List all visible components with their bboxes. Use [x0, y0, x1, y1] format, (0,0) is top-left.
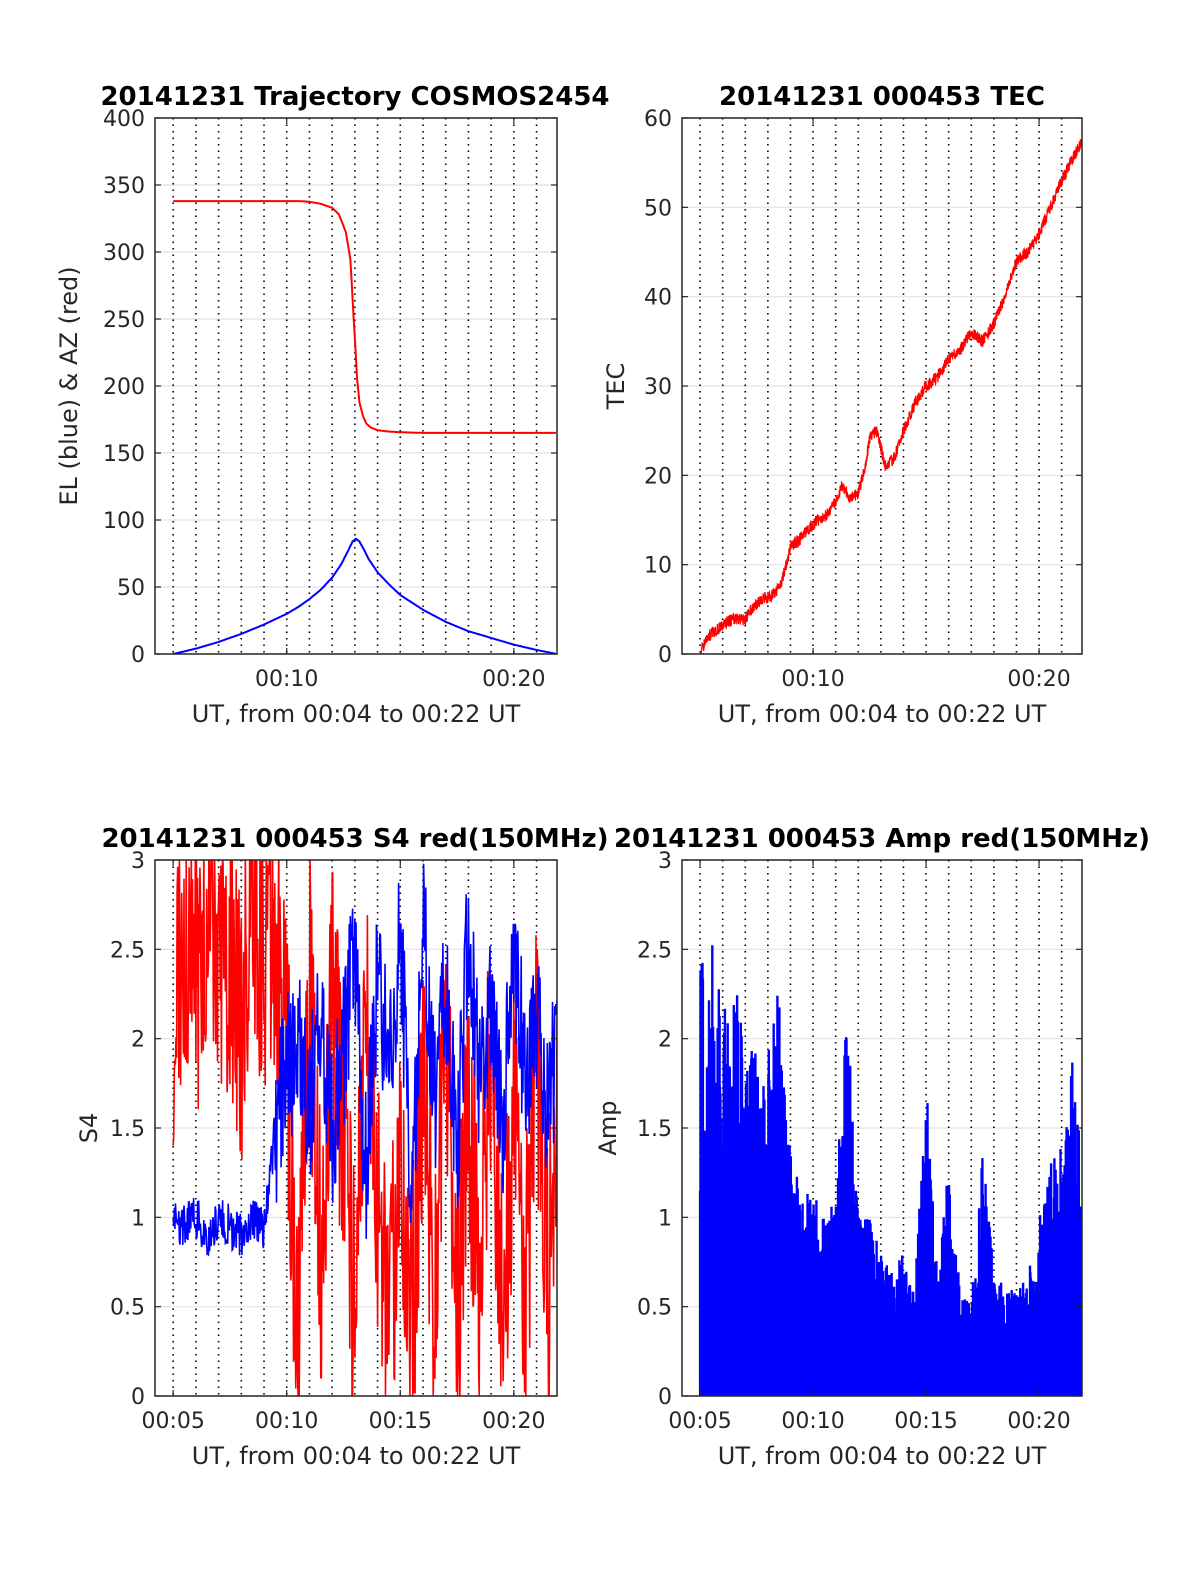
series-group [172, 200, 557, 654]
y-tick-label: 150 [103, 442, 145, 467]
y-tick-label: 50 [644, 196, 672, 221]
y-tick-label: 200 [103, 375, 145, 400]
chart-title: 20141231 000453 TEC [719, 82, 1045, 112]
chart-title: 20141231 Trajectory COSMOS2454 [100, 82, 609, 112]
y-tick-label: 3 [658, 849, 672, 874]
y-tick-label: 1 [658, 1206, 672, 1231]
chart-title: 20141231 000453 Amp red(150MHz) [614, 824, 1150, 854]
y-tick-label: 1 [131, 1206, 145, 1231]
y-tick-label: 2 [658, 1028, 672, 1053]
series-line-s4-blue [172, 863, 557, 1257]
x-tick-label: 00:05 [668, 1409, 731, 1434]
y-axis-label: S4 [75, 1113, 103, 1144]
y-tick-label: 2.5 [637, 938, 672, 963]
chart-panel-4: 0 0.5 1 1.5 2 2.5 3 00:05 00:10 00:15 00:20 2014123… [594, 824, 1150, 1470]
x-tick-label: 00:10 [255, 1409, 318, 1434]
chart-panel-3: 0 0.5 1 1.5 2 2.5 3 00:05 00:10 00:15 00:20 2014123… [75, 824, 609, 1470]
y-tick-label: 30 [644, 375, 672, 400]
y-tick-label: 250 [103, 308, 145, 333]
chart-panel-1: 0 50 100 150 200 250 300 350 400 00:10 00:20 201412… [55, 82, 610, 728]
x-axis-label: UT, from 00:04 to 00:22 UT [192, 700, 521, 728]
series-group [700, 139, 1082, 654]
y-axis-label: TEC [602, 363, 630, 411]
series-group [172, 860, 557, 1396]
x-tick-label: 00:20 [482, 1409, 545, 1434]
y-tick-label: 1.5 [110, 1117, 145, 1142]
series-line-tec [700, 139, 1082, 654]
y-axis-label: Amp [594, 1100, 622, 1155]
y-tick-label: 10 [644, 554, 672, 579]
x-axis-label: UT, from 00:04 to 00:22 UT [718, 700, 1047, 728]
x-tick-label: 00:15 [369, 1409, 432, 1434]
y-tick-label: 100 [103, 509, 145, 534]
y-tick-label: 0.5 [637, 1296, 672, 1321]
y-tick-label: 0.5 [110, 1296, 145, 1321]
x-tick-label: 00:20 [1007, 667, 1070, 692]
y-tick-label: 0 [658, 1385, 672, 1410]
y-tick-label: 3 [131, 849, 145, 874]
y-tick-label: 2 [131, 1028, 145, 1053]
y-tick-label: 0 [658, 643, 672, 668]
x-tick-label: 00:10 [255, 667, 318, 692]
x-tick-label: 00:20 [1007, 1409, 1070, 1434]
y-tick-label: 1.5 [637, 1117, 672, 1142]
x-tick-label: 00:05 [141, 1409, 204, 1434]
y-tick-label: 40 [644, 286, 672, 311]
series-bars-amp [698, 945, 1082, 1396]
y-tick-label: 350 [103, 174, 145, 199]
series-line-az [173, 200, 556, 434]
y-tick-label: 0 [131, 643, 145, 668]
y-tick-label: 0 [131, 1385, 145, 1410]
x-tick-label: 00:20 [482, 667, 545, 692]
x-tick-label: 00:15 [894, 1409, 957, 1434]
chart-panel-2: 0 10 20 30 40 50 60 00:10 00:20 20141231 000453 T… [602, 82, 1083, 728]
y-axis-label: EL (blue) & AZ (red) [55, 266, 83, 505]
y-tick-label: 20 [644, 464, 672, 489]
x-tick-label: 00:10 [781, 667, 844, 692]
series-line-el [172, 537, 557, 654]
y-tick-label: 50 [117, 576, 145, 601]
y-tick-label: 60 [644, 107, 672, 132]
y-tick-label: 300 [103, 241, 145, 266]
x-axis-label: UT, from 00:04 to 00:22 UT [718, 1442, 1047, 1470]
series-group [698, 945, 1082, 1396]
y-tick-label: 400 [103, 107, 145, 132]
chart-title: 20141231 000453 S4 red(150MHz) [101, 824, 608, 854]
x-tick-label: 00:10 [781, 1409, 844, 1434]
y-tick-label: 2.5 [110, 938, 145, 963]
x-axis-label: UT, from 00:04 to 00:22 UT [192, 1442, 521, 1470]
